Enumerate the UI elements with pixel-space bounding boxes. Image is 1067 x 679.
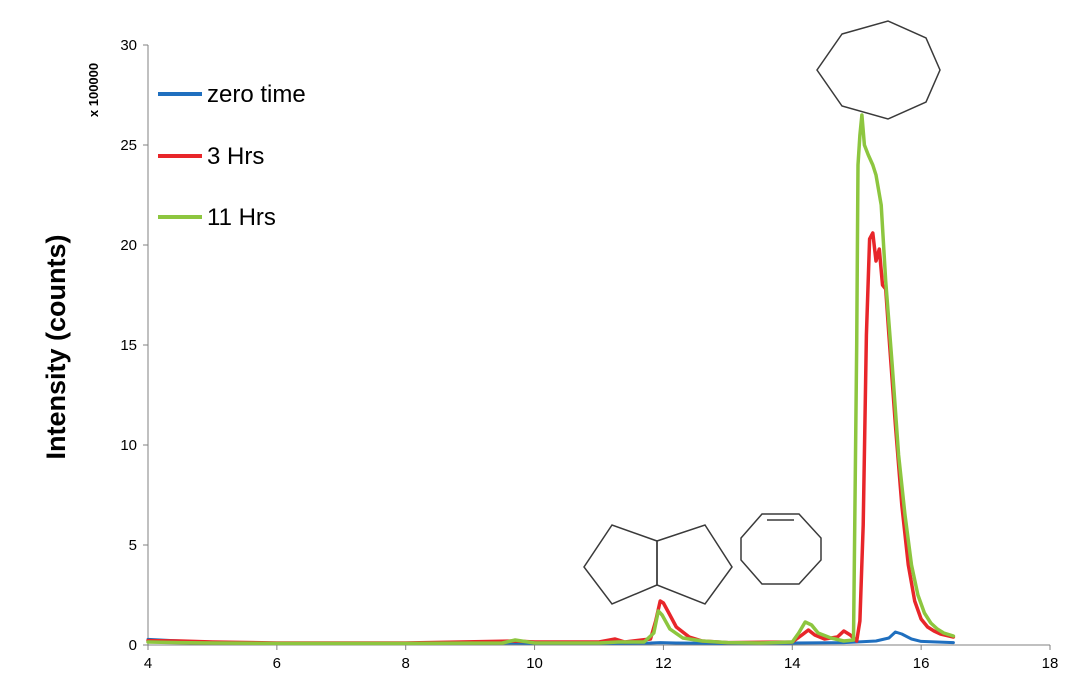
legend: zero time 3 Hrs 11 Hrs xyxy=(158,81,306,231)
legend-label-zero-time: zero time xyxy=(207,81,306,108)
legend-label-3-hrs: 3 Hrs xyxy=(207,143,264,170)
x-tick-label: 10 xyxy=(526,655,543,672)
y-tick-label: 25 xyxy=(120,137,137,154)
x-tick-label: 6 xyxy=(273,655,281,672)
y-axis-multiplier: x 100000 xyxy=(86,63,101,117)
series-group xyxy=(146,113,956,646)
y-tick-label: 20 xyxy=(120,237,137,254)
cyclooctane-structure xyxy=(816,20,941,120)
y-tick-label: 10 xyxy=(120,437,137,454)
x-tick-label: 12 xyxy=(655,655,672,672)
x-tick-label: 8 xyxy=(402,655,410,672)
x-tick-label: 4 xyxy=(144,655,152,672)
series-line-3-hrs xyxy=(146,231,956,645)
y-axis-label: Intensity (counts) xyxy=(41,234,71,459)
legend-label-11-hrs: 11 Hrs xyxy=(207,204,276,231)
x-tick-label: 16 xyxy=(913,655,930,672)
y-tick-label: 0 xyxy=(129,637,137,654)
x-tick-label: 14 xyxy=(784,655,801,672)
y-tick-label: 5 xyxy=(129,537,137,554)
x-tick-label: 18 xyxy=(1042,655,1059,672)
series-line-11-hrs xyxy=(146,113,956,646)
y-tick-label: 15 xyxy=(120,337,137,354)
axis-ticks: 4 6 8 10 12 14 16 18 0 5 10 15 20 25 30 xyxy=(120,37,1058,672)
y-tick-label: 30 xyxy=(120,37,137,54)
bicyclooctane-structure xyxy=(583,524,733,605)
cyclooctene-structure xyxy=(740,513,822,585)
